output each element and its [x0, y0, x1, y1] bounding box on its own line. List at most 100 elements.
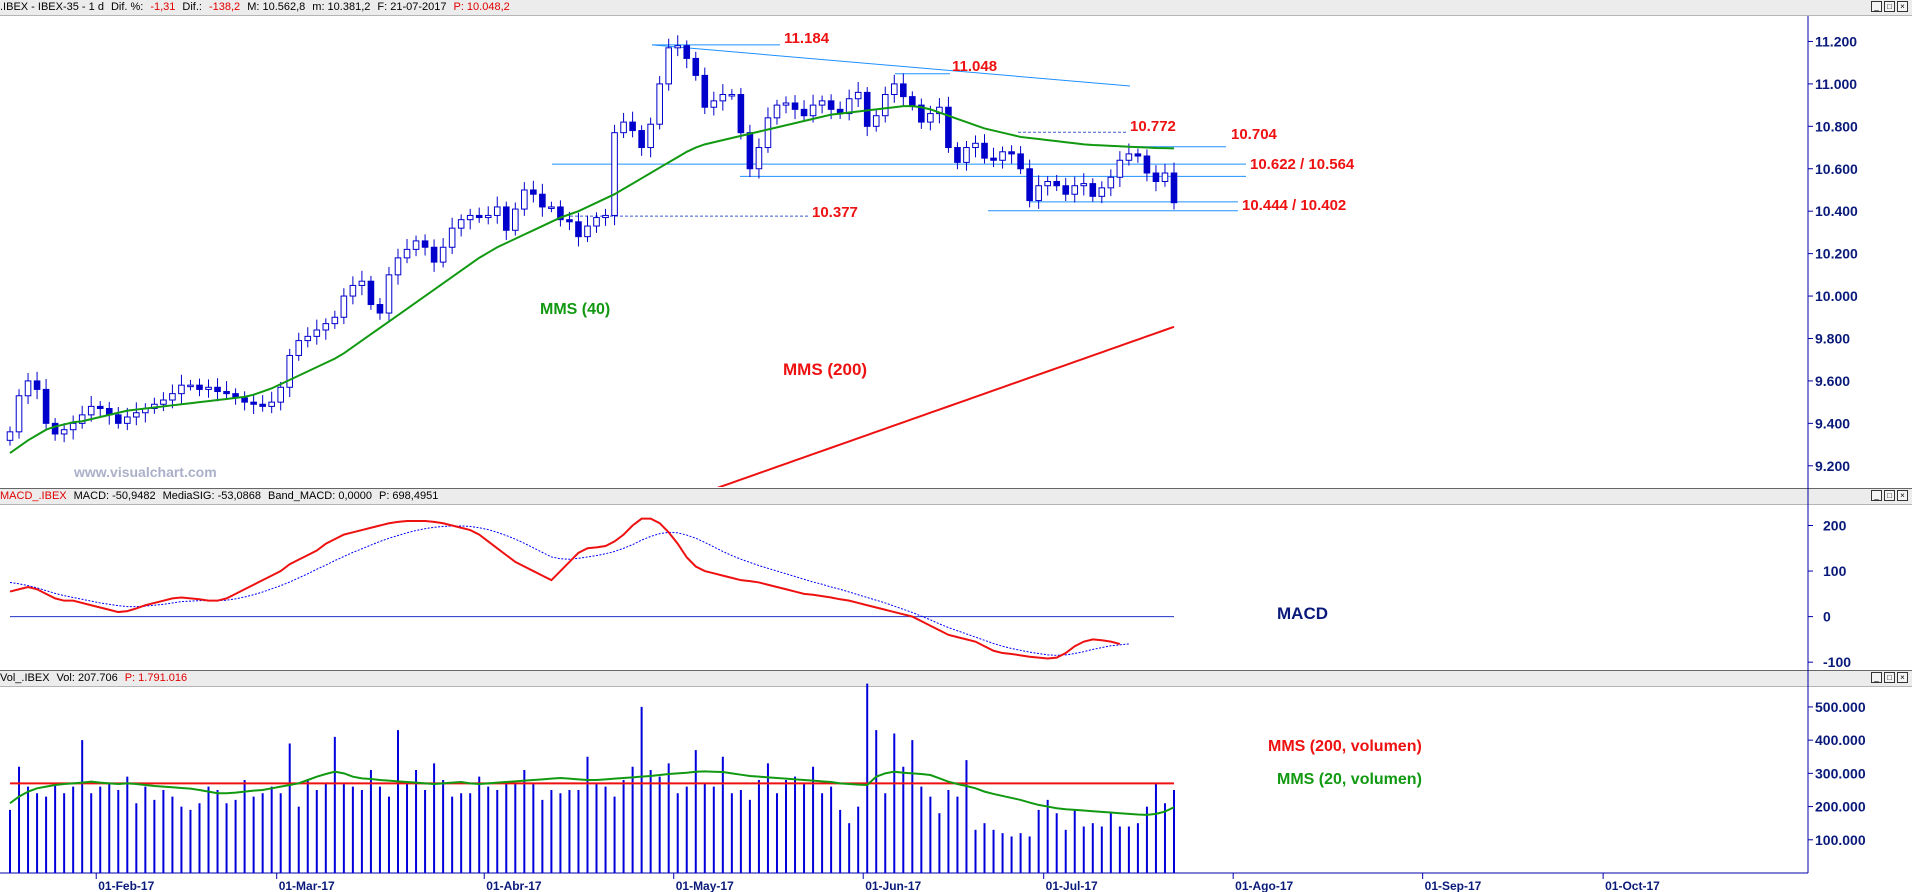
macd-header-item: P: 698,4951 [378, 490, 439, 502]
candle-body [15, 395, 23, 433]
candle-body [69, 422, 77, 431]
candle-body [512, 208, 519, 231]
candle-body [611, 132, 618, 216]
candle-body [827, 100, 835, 110]
candle-body [737, 94, 745, 134]
macd-signal-line [9, 525, 1129, 656]
level-11184-label: 11.184 [784, 30, 830, 47]
candle-body [484, 214, 492, 219]
candle-body [602, 214, 609, 219]
level-10377-label: 10.377 [812, 204, 858, 221]
candle-body [1035, 185, 1042, 202]
maximize-button[interactable]: □ [1884, 1, 1895, 12]
candle-body [683, 45, 691, 59]
level-10444-label: 10.444 / 10.402 [1242, 197, 1346, 214]
close-button[interactable]: × [1897, 672, 1908, 683]
candle-body [42, 388, 50, 424]
candle-body [584, 225, 591, 238]
maximize-button[interactable]: □ [1884, 490, 1895, 501]
candle-body [6, 431, 14, 441]
volume-y-tick-label: 300.000 [1815, 765, 1866, 781]
macd-header-item: MACD: -50,9482 [73, 490, 156, 502]
candle-body [764, 117, 772, 149]
candle-body [78, 414, 86, 424]
volume-mms20-line [9, 770, 1175, 816]
candle-body [169, 393, 176, 401]
candle-body [457, 219, 465, 229]
macd-header-item: Band_MACD: 0,0000 [268, 490, 372, 502]
candle-body [809, 104, 817, 117]
candle-body [1134, 153, 1142, 157]
candle-body [412, 240, 420, 250]
candle-body [566, 219, 573, 223]
candle-body [656, 83, 663, 125]
candle-body [358, 280, 366, 286]
price-y-tick-label: 10.600 [1815, 161, 1858, 177]
candle-body [223, 391, 230, 395]
candle-body [394, 257, 402, 276]
candle-body [1044, 180, 1051, 187]
x-tick-label: 01-May-17 [676, 879, 734, 892]
price-panel-separator [0, 488, 1912, 489]
candle-body [385, 274, 393, 314]
level-10622-label: 10.622 / 10.564 [1250, 156, 1355, 173]
x-tick-label: 01-Oct-17 [1605, 879, 1660, 892]
price-window-buttons: _ □ × [1871, 1, 1908, 14]
candle-body [755, 147, 763, 170]
candle-body [620, 121, 627, 134]
candle-body [990, 157, 997, 161]
candle-body [1116, 159, 1124, 178]
candle-body [214, 386, 221, 393]
candle-body [674, 45, 682, 49]
candle-body [1080, 183, 1088, 187]
candle-body [647, 123, 654, 149]
minimize-button[interactable]: _ [1871, 490, 1882, 501]
candle-body [530, 189, 537, 195]
candle-body [430, 246, 438, 263]
macd-y-tick-label: 100 [1823, 563, 1847, 579]
close-button[interactable]: × [1897, 490, 1908, 501]
candle-body [1098, 187, 1106, 197]
macd-line [9, 517, 1121, 660]
volume-y-tick-label: 500.000 [1815, 699, 1866, 715]
candle-body [521, 189, 528, 210]
candle-body [918, 104, 925, 123]
minimize-button[interactable]: _ [1871, 1, 1882, 12]
candle-body [719, 94, 727, 102]
level-10704-label: 10.704 [1231, 126, 1278, 143]
candle-body [936, 106, 943, 115]
candle-body [250, 401, 257, 405]
price-header-item: -138,2 [208, 1, 241, 13]
candle-body [728, 94, 736, 97]
minimize-button[interactable]: _ [1871, 672, 1882, 683]
candle-body [872, 115, 880, 127]
candle-body [87, 405, 95, 416]
candle-body [773, 104, 781, 119]
candle-body [160, 399, 167, 405]
candle-body [24, 380, 32, 397]
candle-body [1152, 172, 1160, 182]
candle-body [259, 403, 266, 407]
candle-body [196, 384, 203, 390]
candle-body [502, 206, 510, 231]
candle-body [349, 284, 357, 297]
candle-body [178, 384, 185, 395]
price-header-item: Dif. %: [110, 1, 144, 13]
candle-body [313, 329, 321, 337]
candle-body [981, 142, 988, 159]
candle-body [331, 316, 339, 325]
x-tick-label: 01-Abr-17 [486, 879, 542, 892]
candle-body [1062, 185, 1070, 195]
vol-mms200-label: MMS (200, volumen) [1268, 738, 1422, 755]
candle-body [268, 401, 275, 407]
macd-header-item: MACD_.IBEX [0, 490, 67, 502]
candle-body [96, 405, 104, 410]
candle-body [665, 47, 672, 85]
candle-body [133, 412, 140, 418]
candle-body [1053, 180, 1060, 187]
maximize-button[interactable]: □ [1884, 672, 1895, 683]
close-button[interactable]: × [1897, 1, 1908, 12]
candle-body [322, 323, 330, 331]
candle-body [845, 98, 853, 115]
